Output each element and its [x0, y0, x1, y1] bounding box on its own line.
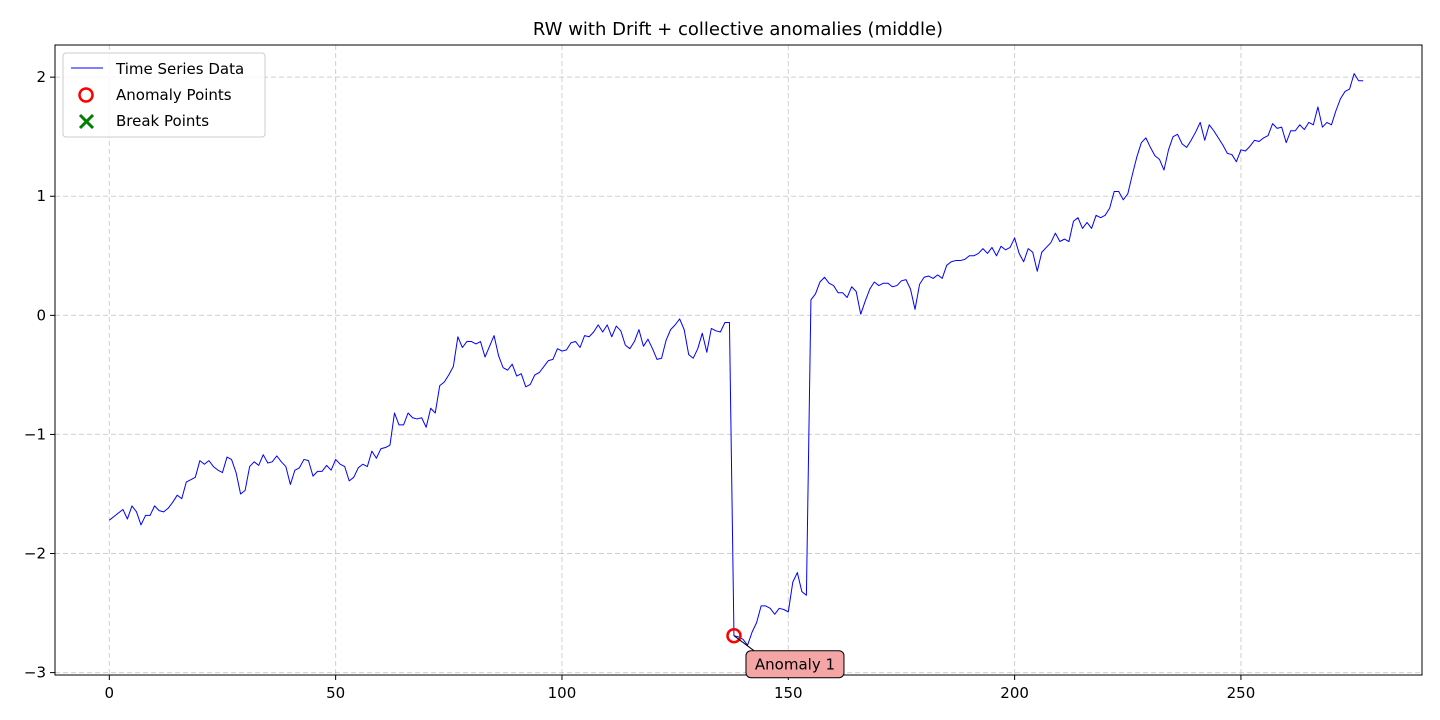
y-tick-label: −3: [24, 664, 46, 682]
y-tick-label: −1: [24, 425, 46, 443]
x-tick-label: 200: [1000, 684, 1029, 702]
legend-x-swatch: [78, 113, 95, 130]
anomaly-point-marker: [726, 627, 742, 644]
y-axis: −3 −2 −1 0 1 2: [24, 68, 55, 682]
legend-box: [62, 52, 266, 138]
x-axis: 0 50 100 150 200 250: [105, 675, 1256, 702]
y-tick-label: 1: [36, 187, 46, 205]
y-tick-label: −2: [24, 545, 46, 563]
legend-label-anomaly: Anomaly Points: [116, 86, 232, 104]
x-tick-label: 100: [548, 684, 577, 702]
annotation-connector: [733, 635, 755, 652]
chart-title: RW with Drift + collective anomalies (mi…: [533, 19, 943, 40]
x-tick-label: 0: [105, 684, 115, 702]
x-tick-label: 250: [1227, 684, 1256, 702]
anomaly-layer: [726, 627, 742, 644]
series-layer: [109, 73, 1364, 646]
annotation-box: [745, 650, 845, 679]
x-tick-label: 150: [774, 684, 803, 702]
annotation-layer: Anomaly 1: [733, 635, 845, 679]
legend-label-series: Time Series Data: [115, 60, 244, 78]
legend-label-break: Break Points: [116, 112, 209, 130]
legend: Time Series Data Anomaly Points Break Po…: [62, 52, 266, 138]
y-tick-label: 2: [36, 68, 46, 86]
annotation-label: Anomaly 1: [755, 656, 835, 674]
series-line-time-series-data: [109, 73, 1364, 646]
legend-circle-swatch: [78, 87, 94, 103]
grid-lines: [55, 45, 1422, 675]
y-tick-label: 0: [36, 306, 46, 324]
x-tick-label: 50: [326, 684, 345, 702]
plot-frame: [54, 44, 1423, 676]
